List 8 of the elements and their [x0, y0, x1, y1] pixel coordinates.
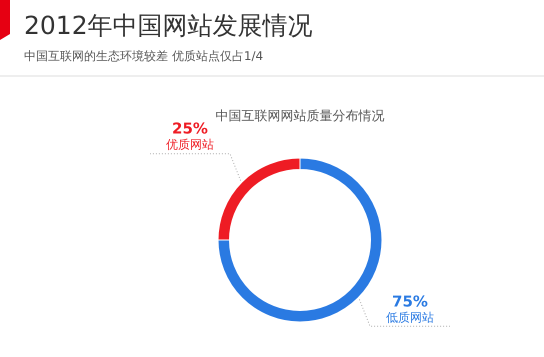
- data-label: 25%: [172, 120, 208, 138]
- chart-title: 2012年中国网站发展情况: [24, 11, 313, 40]
- data-label: 75%: [392, 292, 428, 310]
- slice-label: 低质网站: [386, 310, 434, 324]
- slice-label: 优质网站: [166, 138, 214, 152]
- text: 中国互联网网站质量分布情况: [216, 109, 384, 124]
- chart-subtitle: 中国互联网的生态环境较差 优质站点仅占1/4: [24, 49, 264, 63]
- donut-slice: [218, 158, 382, 322]
